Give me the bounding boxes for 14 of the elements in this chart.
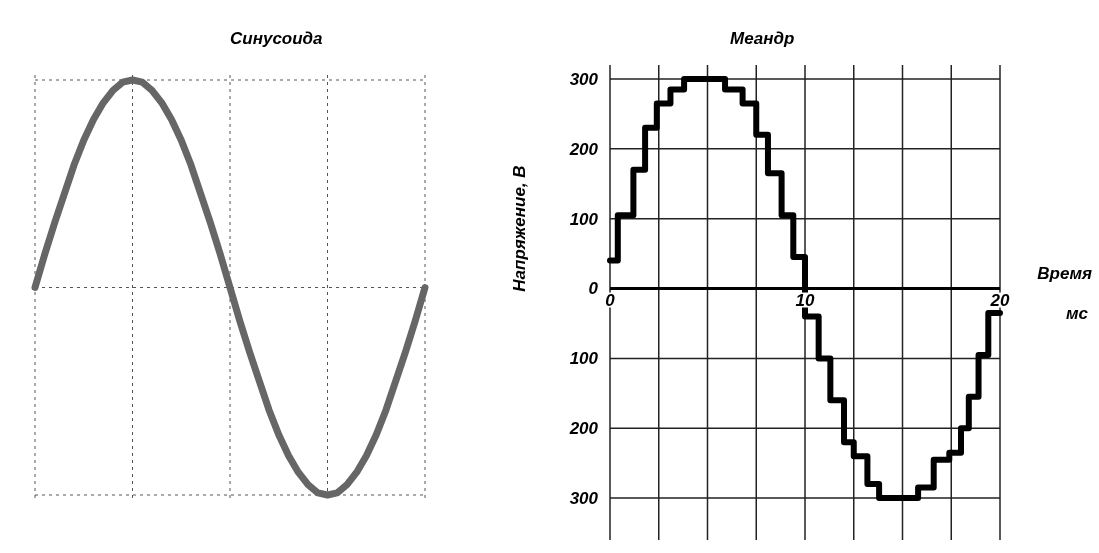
- y-tick-label: 100: [569, 349, 599, 369]
- text: мс: [1065, 303, 1089, 323]
- x-tick-label: 0: [605, 290, 616, 310]
- y-tick-label: 300: [569, 69, 599, 89]
- y-tick-label: 200: [568, 419, 599, 439]
- chart-title: Меандр: [730, 29, 795, 48]
- y-axis-title: Напряжение, В: [510, 165, 529, 292]
- chart-title: Синусоида: [230, 29, 323, 48]
- x-tick-label: 20: [989, 290, 1010, 310]
- x-axis-title: Время: [1037, 263, 1092, 283]
- y-tick-label: 100: [569, 209, 599, 229]
- x-tick-label: 10: [795, 290, 815, 310]
- y-tick-label: 200: [568, 139, 599, 159]
- y-tick-label: 300: [569, 489, 599, 509]
